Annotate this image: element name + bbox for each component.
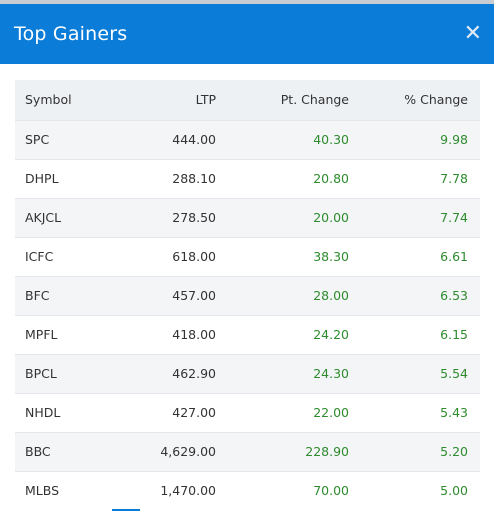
- table-row[interactable]: BFC 457.00 28.00 6.53: [15, 276, 480, 315]
- column-header-pct-change[interactable]: % Change: [404, 92, 468, 108]
- scroll-indicator[interactable]: [112, 509, 140, 511]
- cell-ltp: 457.00: [172, 288, 216, 303]
- cell-symbol[interactable]: BFC: [25, 288, 50, 303]
- cell-pct-change: 9.98: [440, 132, 468, 147]
- table-row[interactable]: BBC 4,629.00 228.90 5.20: [15, 432, 480, 471]
- dialog-header: Top Gainers ✕: [0, 4, 494, 64]
- cell-pt-change: 24.30: [313, 366, 349, 381]
- cell-pct-change: 6.15: [440, 327, 468, 342]
- cell-symbol[interactable]: BBC: [25, 444, 51, 459]
- table-row[interactable]: DHPL 288.10 20.80 7.78: [15, 159, 480, 198]
- cell-ltp: 418.00: [172, 327, 216, 342]
- gainers-table: Symbol LTP Pt. Change % Change SPC 444.0…: [15, 80, 480, 510]
- table-row[interactable]: MPFL 418.00 24.20 6.15: [15, 315, 480, 354]
- table-body: SPC 444.00 40.30 9.98 DHPL 288.10 20.80 …: [15, 120, 480, 510]
- cell-ltp: 427.00: [172, 405, 216, 420]
- cell-symbol[interactable]: DHPL: [25, 171, 59, 186]
- cell-pt-change: 20.80: [313, 171, 349, 186]
- table-row[interactable]: NHDL 427.00 22.00 5.43: [15, 393, 480, 432]
- column-header-symbol[interactable]: Symbol: [25, 92, 72, 108]
- cell-pct-change: 7.74: [440, 210, 468, 225]
- cell-pct-change: 6.61: [440, 249, 468, 264]
- cell-pt-change: 40.30: [313, 132, 349, 147]
- top-strip: [0, 0, 494, 4]
- column-header-ltp[interactable]: LTP: [195, 92, 216, 108]
- table-row[interactable]: MLBS 1,470.00 70.00 5.00: [15, 471, 480, 510]
- cell-pct-change: 5.20: [440, 444, 468, 459]
- cell-pt-change: 38.30: [313, 249, 349, 264]
- cell-symbol[interactable]: MLBS: [25, 483, 60, 499]
- cell-symbol[interactable]: AKJCL: [25, 210, 62, 225]
- cell-symbol[interactable]: MPFL: [25, 327, 58, 342]
- cell-ltp: 4,629.00: [160, 444, 216, 459]
- gainers-table-container: Symbol LTP Pt. Change % Change SPC 444.0…: [15, 80, 480, 510]
- cell-pct-change: 7.78: [440, 171, 468, 186]
- dialog-title: Top Gainers: [14, 23, 128, 45]
- table-row[interactable]: ICFC 618.00 38.30 6.61: [15, 237, 480, 276]
- cell-ltp: 444.00: [172, 132, 216, 147]
- column-header-pt-change[interactable]: Pt. Change: [280, 92, 349, 108]
- cell-ltp: 1,470.00: [160, 483, 216, 499]
- table-header-row: Symbol LTP Pt. Change % Change: [15, 80, 480, 120]
- cell-pct-change: 6.53: [440, 288, 468, 303]
- cell-pt-change: 20.00: [313, 210, 349, 225]
- cell-symbol[interactable]: NHDL: [25, 405, 61, 420]
- cell-pt-change: 24.20: [313, 327, 349, 342]
- cell-pct-change: 5.43: [440, 405, 468, 420]
- table-row[interactable]: SPC 444.00 40.30 9.98: [15, 120, 480, 159]
- cell-ltp: 462.90: [172, 366, 216, 381]
- cell-symbol[interactable]: ICFC: [25, 249, 54, 264]
- cell-symbol[interactable]: BPCL: [25, 366, 57, 381]
- cell-pt-change: 70.00: [313, 483, 349, 499]
- cell-ltp: 618.00: [172, 249, 216, 264]
- cell-pt-change: 28.00: [313, 288, 349, 303]
- cell-pct-change: 5.00: [440, 483, 468, 499]
- cell-pct-change: 5.54: [440, 366, 468, 381]
- close-icon[interactable]: ✕: [463, 21, 482, 46]
- cell-pt-change: 22.00: [313, 405, 349, 420]
- cell-symbol[interactable]: SPC: [25, 132, 50, 147]
- cell-ltp: 278.50: [172, 210, 216, 225]
- cell-pt-change: 228.90: [305, 444, 349, 459]
- cell-ltp: 288.10: [172, 171, 216, 186]
- table-row[interactable]: BPCL 462.90 24.30 5.54: [15, 354, 480, 393]
- table-row[interactable]: AKJCL 278.50 20.00 7.74: [15, 198, 480, 237]
